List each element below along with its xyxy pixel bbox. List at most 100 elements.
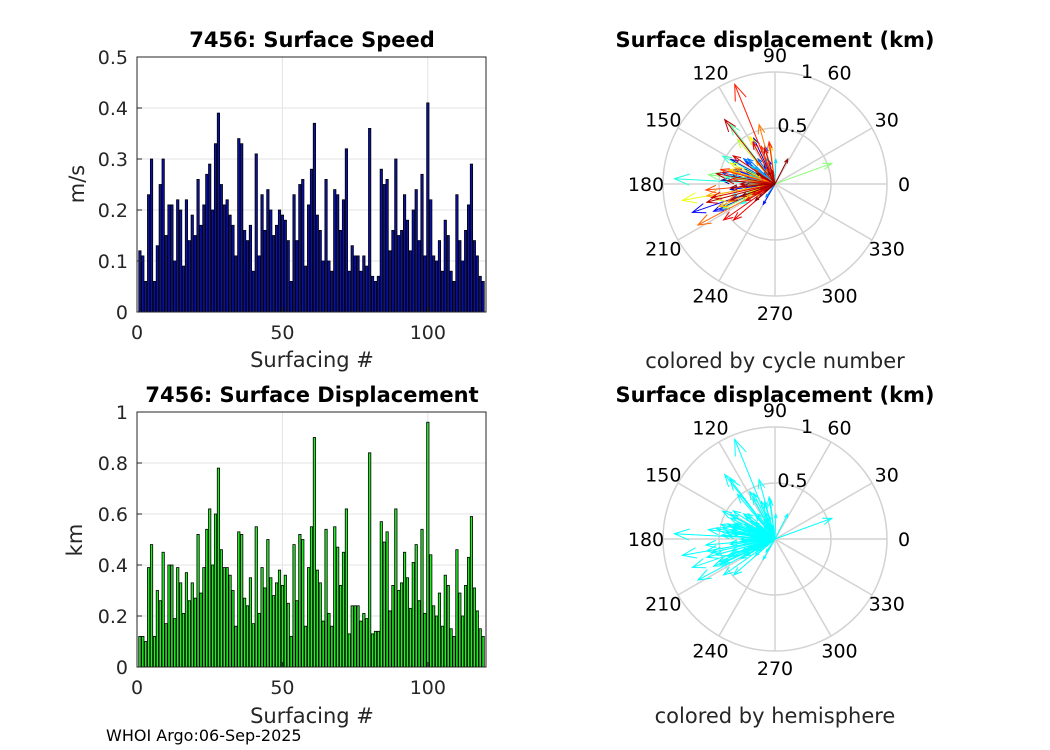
polar-angle-label: 0: [898, 174, 910, 196]
arrow-head: [762, 555, 767, 561]
arrow-head: [752, 141, 759, 150]
bar: [211, 209, 215, 313]
arrow-head: [767, 140, 773, 149]
polar-angle-label: 0: [898, 529, 910, 551]
bar: [362, 255, 366, 313]
arrow-shaft: [734, 84, 776, 185]
displacement-arrow: [723, 473, 776, 540]
bar: [269, 209, 273, 313]
arrow-head: [739, 547, 748, 552]
bar: [423, 613, 427, 668]
bar: [339, 585, 343, 668]
bar: [452, 636, 456, 668]
bar: [324, 528, 328, 668]
arrow-head: [726, 195, 736, 202]
arrow-head: [754, 551, 760, 557]
footer-credit: WHOI Argo:06-Sep-2025: [106, 726, 302, 745]
bar: [144, 641, 148, 668]
arrow-head: [707, 526, 720, 536]
bar: [466, 204, 471, 313]
bar: [411, 562, 415, 668]
x-tick-label: 0: [131, 677, 143, 699]
arrow-head: [739, 192, 748, 197]
arrow-head: [822, 517, 834, 525]
arrow-head: [710, 191, 722, 200]
arrow-head: [768, 143, 774, 152]
displacement-arrows: [672, 82, 834, 226]
arrow-head: [744, 551, 752, 557]
arrow-head: [732, 510, 742, 518]
arrow-head: [765, 548, 769, 554]
bar: [286, 602, 290, 668]
bar: [152, 636, 157, 668]
polar-angle-label: 270: [757, 303, 793, 325]
arrow-shaft: [726, 535, 776, 540]
polar-angle-label: 210: [645, 239, 681, 261]
y-tick-label: 0.4: [98, 555, 128, 577]
bar: [341, 551, 346, 668]
bar: [475, 255, 479, 313]
polar-angle-label: 300: [821, 286, 857, 308]
arrow-head: [755, 172, 761, 177]
arrow-shaft: [771, 525, 776, 540]
bar: [266, 539, 270, 668]
bar: [187, 600, 191, 668]
arrow-head: [705, 195, 719, 204]
bar: [469, 516, 474, 668]
bar: [388, 250, 392, 313]
displacement-arrow: [738, 181, 775, 187]
y-tick-label: 0.4: [98, 98, 128, 120]
bar: [417, 600, 421, 668]
bar: [147, 567, 151, 668]
bar: [353, 605, 357, 668]
arrow-head: [696, 214, 712, 226]
bar: [202, 567, 206, 668]
arrow-head: [734, 522, 743, 528]
arrow-shaft: [732, 510, 776, 540]
arrow-shaft: [730, 538, 776, 544]
polar-angle-label: 330: [869, 594, 905, 616]
bar: [164, 623, 168, 668]
bar: [318, 229, 322, 313]
bar: [432, 605, 436, 668]
bar: [324, 178, 328, 313]
polar-grid: [662, 426, 888, 652]
bar: [304, 265, 308, 313]
bar: [144, 280, 148, 313]
bar: [202, 204, 206, 313]
bar: [464, 229, 468, 313]
arrow-shaft: [741, 538, 776, 552]
bar: [382, 541, 386, 668]
bar: [309, 168, 314, 313]
bar: [417, 240, 421, 313]
arrow-head: [725, 533, 735, 540]
bar: [181, 265, 186, 313]
bar: [263, 229, 267, 313]
arrow-head: [725, 178, 735, 185]
bar: [283, 574, 287, 668]
displacement-arrow: [705, 538, 776, 559]
bar: [257, 613, 261, 668]
arrow-head: [729, 517, 739, 525]
polar-angle-label: 270: [757, 658, 793, 680]
arrow-head: [705, 550, 719, 559]
bar: [138, 636, 142, 668]
x-tick-label: 100: [410, 322, 446, 344]
bar: [155, 590, 159, 668]
bar: [333, 189, 337, 313]
arrow-shaft: [754, 183, 776, 201]
bar: [446, 585, 450, 668]
polar-angle-label: 120: [692, 417, 728, 439]
arrow-head: [715, 171, 726, 179]
bar: [277, 569, 282, 668]
bar: [141, 255, 145, 313]
polar-angle-label: 60: [827, 417, 851, 439]
arrow-head: [754, 166, 760, 172]
bar: [359, 270, 363, 313]
arrow-head: [721, 510, 733, 519]
bar: [196, 534, 200, 668]
bar: [295, 600, 299, 668]
arrow-head: [738, 181, 746, 187]
displacement-arrow: [728, 538, 776, 546]
arrow-head: [722, 211, 734, 221]
